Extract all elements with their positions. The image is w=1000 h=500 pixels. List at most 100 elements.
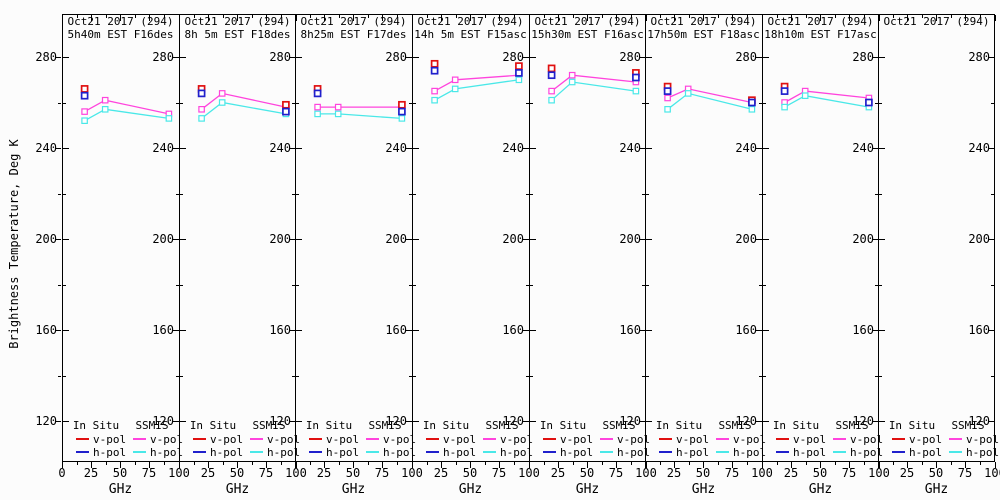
ssmis-vpol-marker xyxy=(451,76,459,84)
legend-swatch-insitu-vpol xyxy=(892,438,905,440)
x-tick-label: 50 xyxy=(112,466,128,480)
y-tick xyxy=(530,421,536,422)
y-tick-label: 160 xyxy=(152,323,174,337)
y-tick xyxy=(646,57,652,58)
legend-label-hpol: h-pol xyxy=(150,446,184,459)
x-tick-bottom xyxy=(382,462,383,468)
insitu-vpol-marker xyxy=(547,64,556,73)
x-tick-label: 75 xyxy=(491,466,507,480)
y-tick xyxy=(180,421,186,422)
x-tick-bottom xyxy=(368,462,369,465)
insitu-vpol-marker xyxy=(80,85,89,93)
y-tick xyxy=(879,421,885,422)
y-tick xyxy=(879,103,882,104)
y-tick xyxy=(289,57,295,58)
y-tick xyxy=(406,57,412,58)
y-tick xyxy=(872,421,878,422)
y-tick xyxy=(409,194,412,195)
panel-title-line2: 17h50m EST F18asc xyxy=(647,28,760,41)
insitu-hpol-marker xyxy=(282,107,290,116)
x-axis-unit-label: GHz xyxy=(108,482,133,497)
y-tick xyxy=(530,148,536,149)
y-tick xyxy=(646,103,649,104)
x-axis-unit-label: GHz xyxy=(225,482,250,497)
y-tick xyxy=(646,376,649,377)
panel-title-line1: Oct21 2017 (294) xyxy=(417,15,524,28)
x-tick-top xyxy=(820,15,821,21)
y-tick xyxy=(55,330,61,331)
ssmis-hpol-marker xyxy=(334,110,342,118)
y-tick xyxy=(413,103,416,104)
y-tick-label: 120 xyxy=(968,414,990,428)
legend-label-vpol: v-pol xyxy=(617,433,651,446)
y-tick xyxy=(406,148,412,149)
x-tick-top xyxy=(179,15,180,21)
panel: Oct21 2017 (294) 15h30m EST F16asc 280 240 2… xyxy=(529,14,657,497)
x-tick-bottom xyxy=(62,462,63,468)
y-tick-label: 120 xyxy=(619,414,641,428)
x-tick-top xyxy=(91,15,92,21)
y-tick-label: 240 xyxy=(152,141,174,155)
panel-data-plot xyxy=(197,85,290,122)
y-tick xyxy=(63,148,69,149)
y-tick xyxy=(413,57,419,58)
x-tick-top xyxy=(762,15,763,21)
x-tick-bottom xyxy=(689,462,690,465)
y-tick xyxy=(176,194,179,195)
x-tick-bottom xyxy=(980,462,981,465)
x-tick-top xyxy=(646,15,647,21)
y-tick xyxy=(63,239,69,240)
insitu-hpol-marker xyxy=(197,89,206,98)
x-axis-unit-label: GHz xyxy=(458,482,483,497)
x-tick-label: 50 xyxy=(345,466,361,480)
series-line xyxy=(317,113,402,120)
y-tick xyxy=(292,103,295,104)
y-tick xyxy=(646,330,652,331)
legend-label-vpol: v-pol xyxy=(676,433,710,446)
series-line xyxy=(551,81,636,101)
y-tick-label: 240 xyxy=(502,141,524,155)
y-tick xyxy=(763,103,766,104)
x-tick-label: 100 xyxy=(285,466,307,480)
y-tick-label: 240 xyxy=(619,141,641,155)
ssmis-hpol-marker xyxy=(748,105,756,113)
x-tick-bottom xyxy=(922,462,923,465)
legend-header-insitu: In Situ xyxy=(888,419,936,432)
x-tick-bottom xyxy=(791,462,792,468)
y-tick xyxy=(63,330,69,331)
panel-title-line1: Oct21 2017 (294) xyxy=(883,15,990,28)
y-tick xyxy=(173,421,179,422)
x-tick-bottom xyxy=(353,462,354,468)
x-tick-top xyxy=(835,15,836,18)
legend-header-ssmis: SSMIS xyxy=(368,419,402,432)
y-tick xyxy=(176,285,179,286)
panel-data-plot xyxy=(663,82,756,113)
y-tick xyxy=(763,285,766,286)
x-tick-label: 25 xyxy=(200,466,216,480)
x-tick-top xyxy=(281,15,282,18)
y-tick xyxy=(756,421,762,422)
y-tick xyxy=(530,194,533,195)
y-tick xyxy=(523,148,529,149)
panel-data-plot xyxy=(430,59,523,104)
x-tick-label: 100 xyxy=(168,466,190,480)
y-tick xyxy=(530,103,533,104)
x-tick-top xyxy=(324,15,325,21)
insitu-vpol-marker xyxy=(515,62,523,70)
x-tick-bottom xyxy=(718,462,719,465)
x-tick-top xyxy=(907,15,908,21)
ssmis-hpol-marker xyxy=(101,105,109,113)
insitu-hpol-marker xyxy=(430,66,439,75)
insitu-vpol-marker xyxy=(430,59,439,68)
x-tick-bottom xyxy=(324,462,325,468)
y-tick xyxy=(763,57,769,58)
y-tick-label: 240 xyxy=(852,141,874,155)
x-tick-bottom xyxy=(427,462,428,465)
y-tick xyxy=(879,376,882,377)
y-tick xyxy=(763,148,769,149)
x-tick-label: 25 xyxy=(783,466,799,480)
x-tick-bottom xyxy=(470,462,471,468)
x-tick-top xyxy=(602,15,603,18)
x-tick-bottom xyxy=(296,462,297,468)
x-tick-bottom xyxy=(252,462,253,465)
